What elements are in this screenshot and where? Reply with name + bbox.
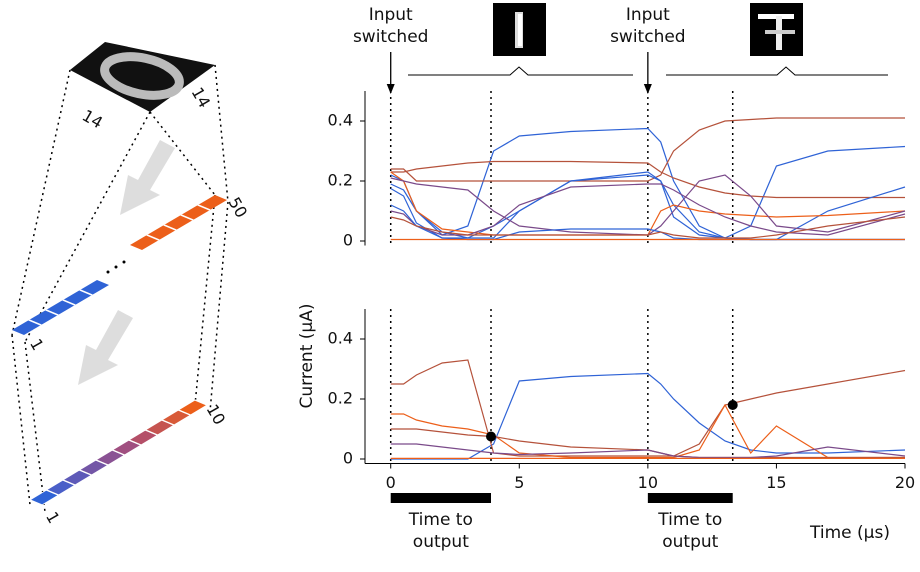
annotation: Time to output <box>658 510 723 552</box>
digit-icon <box>493 3 546 56</box>
axis-label: Current (μA) <box>297 303 317 409</box>
axis-label: Time (μs) <box>810 523 890 543</box>
y-tick-label: 0 <box>343 449 353 468</box>
output-layer <box>28 399 209 506</box>
y-tick-label: 0.4 <box>328 329 353 348</box>
digit-icon <box>750 3 803 56</box>
arrow <box>78 310 133 385</box>
series-line <box>390 160 905 199</box>
arrowhead <box>386 84 395 94</box>
diagram-label: 50 <box>225 194 252 221</box>
arrowhead <box>643 84 652 94</box>
y-tick-label: 0.4 <box>328 111 353 130</box>
series-line <box>390 359 906 457</box>
arrow <box>120 140 175 215</box>
bracket <box>408 66 888 76</box>
diagram-label: 1 <box>26 335 48 353</box>
series-line <box>390 117 905 182</box>
x-tick-label: 5 <box>514 473 524 492</box>
x-tick-label: 15 <box>766 473 786 492</box>
series-line <box>390 443 906 459</box>
series-line <box>390 216 906 239</box>
annotation: Time to output <box>408 510 473 552</box>
series-line <box>390 183 906 236</box>
y-tick-label: 0 <box>343 231 353 250</box>
diagram-label: 14 <box>79 106 106 133</box>
x-tick-label: 20 <box>895 473 915 492</box>
input-image <box>70 42 215 112</box>
hidden-layer-high <box>130 195 227 250</box>
series-line <box>390 403 905 459</box>
y-tick-label: 0.2 <box>328 389 353 408</box>
ellipsis <box>106 260 126 274</box>
x-tick-label: 0 <box>386 473 396 492</box>
annotation: Input switched <box>352 5 429 47</box>
time-bar <box>390 493 491 503</box>
x-tick-label: 10 <box>638 473 658 492</box>
series-line <box>390 372 906 460</box>
diagram-label: 14 <box>188 84 215 111</box>
annotation: Input switched <box>610 5 686 47</box>
hidden-layer-low <box>12 280 109 335</box>
connections <box>11 64 229 513</box>
diagram-label: 1 <box>42 508 64 526</box>
time-bar <box>647 493 733 503</box>
y-tick-label: 0.2 <box>328 171 353 190</box>
output-point <box>727 400 738 410</box>
output-point <box>486 431 496 442</box>
